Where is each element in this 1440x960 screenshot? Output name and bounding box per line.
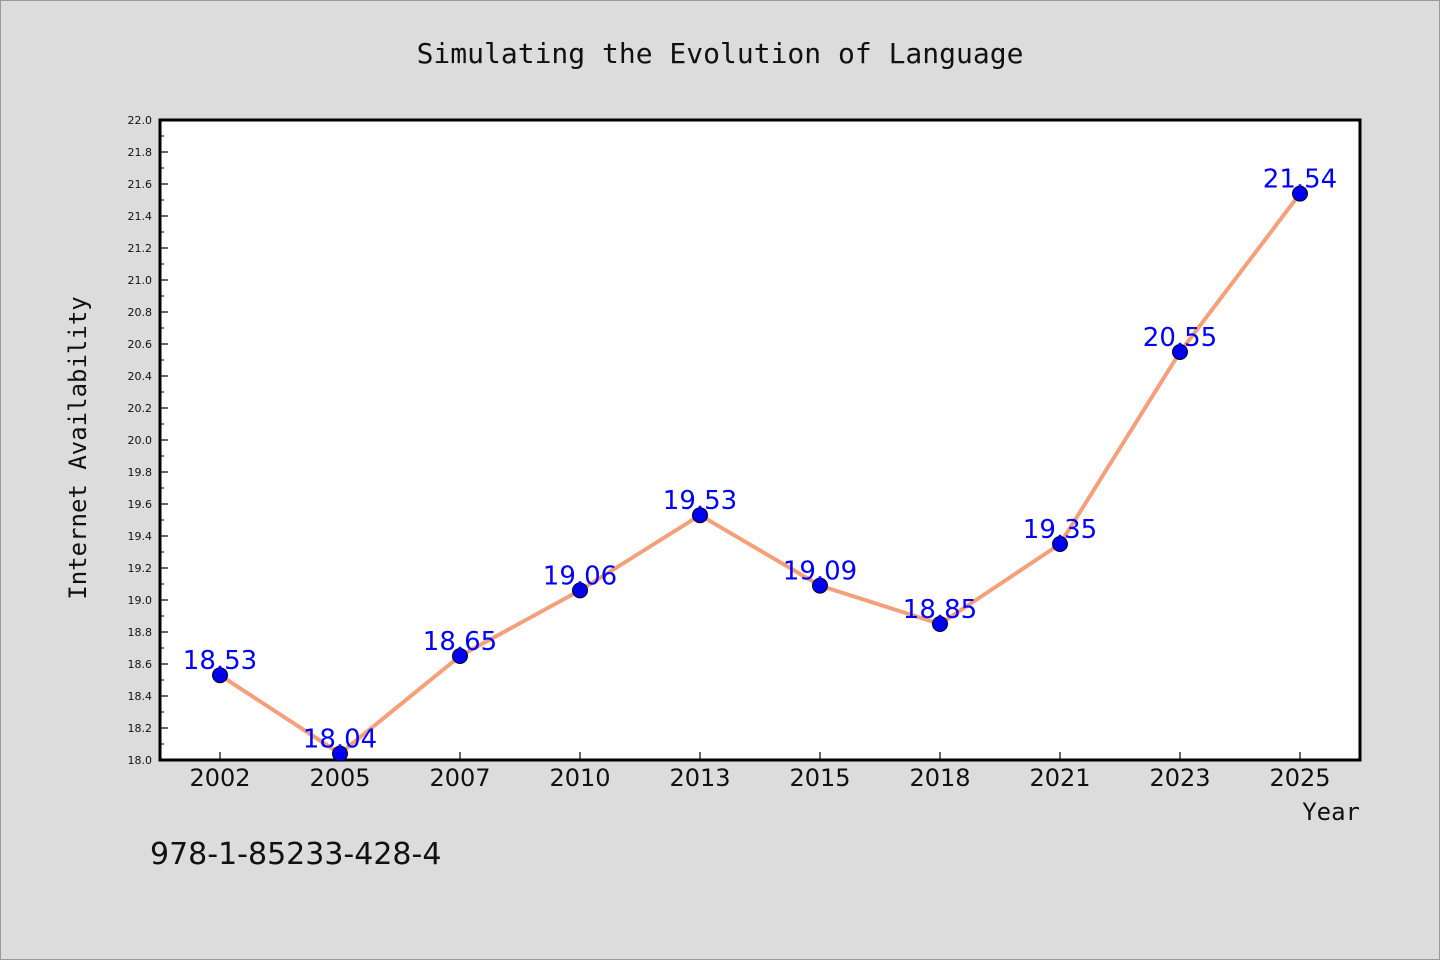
x-tick-label: 2025	[1269, 764, 1330, 792]
y-tick-label: 21.0	[128, 274, 153, 287]
data-label: 21.54	[1263, 165, 1337, 195]
x-tick-label: 2021	[1029, 764, 1090, 792]
y-tick-label: 20.0	[128, 434, 153, 447]
plot-area	[158, 118, 1362, 762]
x-tick-label: 2002	[189, 764, 250, 792]
y-tick-label: 20.4	[128, 370, 153, 383]
data-label: 19.35	[1023, 515, 1097, 545]
y-tick-label: 21.6	[128, 178, 153, 191]
y-tick-label: 19.2	[128, 562, 153, 575]
x-axis-label: Year	[1302, 798, 1360, 826]
data-point	[572, 582, 588, 599]
data-label: 19.53	[663, 486, 737, 516]
x-tick-label: 2005	[309, 764, 370, 792]
chart-title: Simulating the Evolution of Language	[417, 37, 1024, 70]
x-axis-ticks: 2002 2005 2007 2010 2013 2015 2018 2021 2023 2025	[189, 752, 1331, 792]
y-tick-label: 21.2	[128, 242, 153, 255]
y-tick-label: 20.2	[128, 402, 153, 415]
x-tick-label: 2015	[789, 764, 850, 792]
x-tick-label: 2023	[1149, 764, 1210, 792]
y-tick-label: 22.0	[128, 114, 153, 127]
series-line-group	[218, 191, 1302, 756]
data-label: 18.65	[423, 627, 497, 657]
x-tick-label: 2010	[549, 764, 610, 792]
y-axis-label: Internet Availability	[64, 296, 92, 599]
x-tick-label: 2007	[429, 764, 490, 792]
data-labels: 18.53 18.04 18.65 19.06 19.53 19.09 18.85 19.35…	[183, 165, 1337, 755]
y-tick-label: 18.2	[128, 722, 153, 735]
data-label: 18.04	[303, 725, 377, 755]
isbn-text: 978-1-85233-428-4	[150, 837, 441, 872]
data-label: 18.53	[183, 646, 257, 676]
y-tick-label: 20.6	[128, 338, 153, 351]
y-tick-label: 18.4	[128, 690, 153, 703]
data-point	[212, 667, 228, 684]
x-tick-label: 2018	[909, 764, 970, 792]
data-markers	[212, 185, 1308, 762]
y-tick-label: 21.4	[128, 210, 153, 223]
data-label: 19.06	[543, 561, 617, 591]
data-label: 18.85	[903, 595, 977, 625]
y-tick-label: 19.6	[128, 498, 153, 511]
data-label: 20.55	[1143, 323, 1217, 353]
y-axis-ticks: 18.0 18.2 18.4 18.6 18.8 19.0 19.2 19.4 19.6 19.8…	[128, 114, 168, 767]
y-tick-label: 20.8	[128, 306, 153, 319]
y-tick-label: 18.6	[128, 658, 153, 671]
y-tick-label: 18.0	[128, 754, 153, 767]
series-line	[218, 191, 1302, 756]
y-tick-label: 19.4	[128, 530, 153, 543]
x-tick-label: 2013	[669, 764, 730, 792]
data-label: 19.09	[783, 557, 857, 587]
data-point	[332, 745, 348, 762]
data-point	[1052, 536, 1068, 552]
y-tick-label: 21.8	[128, 146, 153, 159]
y-tick-label: 19.0	[128, 594, 153, 607]
data-point	[932, 616, 948, 632]
data-point	[1172, 344, 1188, 360]
y-tick-label: 19.8	[128, 466, 153, 479]
data-point	[692, 507, 708, 524]
data-point	[1292, 185, 1308, 202]
y-tick-label: 18.8	[128, 626, 153, 639]
data-point	[452, 648, 468, 664]
data-point	[812, 577, 828, 594]
